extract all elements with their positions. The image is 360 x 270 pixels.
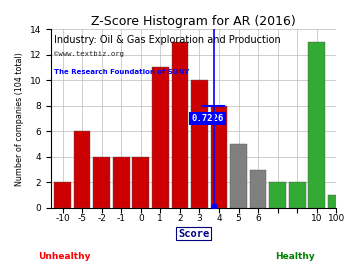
Bar bbox=[54, 183, 71, 208]
Bar bbox=[309, 42, 325, 208]
X-axis label: Score: Score bbox=[178, 229, 209, 239]
Y-axis label: Number of companies (104 total): Number of companies (104 total) bbox=[15, 52, 24, 185]
Bar bbox=[191, 80, 208, 208]
Title: Z-Score Histogram for AR (2016): Z-Score Histogram for AR (2016) bbox=[91, 15, 296, 28]
Bar bbox=[328, 195, 345, 208]
Bar bbox=[289, 183, 306, 208]
Bar bbox=[250, 170, 266, 208]
Text: Unhealthy: Unhealthy bbox=[39, 252, 91, 261]
Bar bbox=[74, 131, 90, 208]
Bar bbox=[269, 183, 286, 208]
Text: Healthy: Healthy bbox=[275, 252, 315, 261]
Bar bbox=[93, 157, 110, 208]
Text: Industry: Oil & Gas Exploration and Production: Industry: Oil & Gas Exploration and Prod… bbox=[54, 35, 280, 45]
Bar bbox=[132, 157, 149, 208]
Bar bbox=[113, 157, 130, 208]
Text: ©www.textbiz.org: ©www.textbiz.org bbox=[54, 51, 123, 57]
Bar bbox=[172, 42, 188, 208]
Bar bbox=[211, 106, 227, 208]
Bar bbox=[152, 68, 168, 208]
Text: The Research Foundation of SUNY: The Research Foundation of SUNY bbox=[54, 69, 189, 75]
Bar bbox=[230, 144, 247, 208]
Text: 0.7226: 0.7226 bbox=[192, 114, 224, 123]
